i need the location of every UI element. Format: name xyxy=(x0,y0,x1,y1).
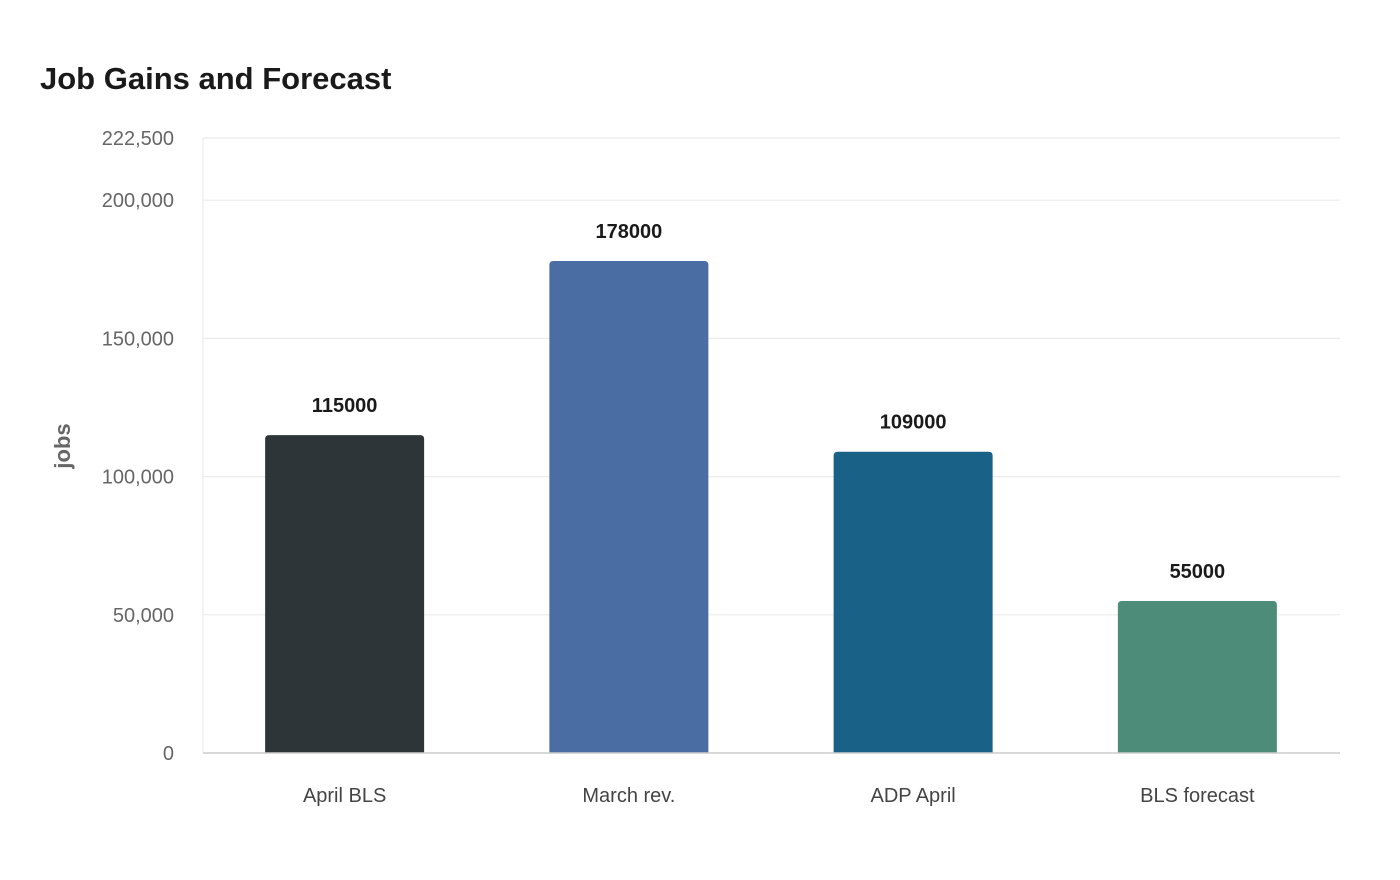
bar-april-bls xyxy=(265,435,425,753)
bar-march-rev xyxy=(549,261,709,753)
x-category-label: ADP April xyxy=(871,785,956,807)
y-tick-label: 150,000 xyxy=(102,328,174,350)
bar-value-label: 109000 xyxy=(880,412,947,434)
category-labels: April BLS March rev. ADP April BLS forecast xyxy=(303,785,1255,807)
y-tick-label: 100,000 xyxy=(102,467,174,489)
x-category-label: BLS forecast xyxy=(1140,785,1255,807)
bar-value-label: 115000 xyxy=(312,395,378,417)
y-axis-ticks: 0 50,000 100,000 150,000 200,000 222,500 xyxy=(102,128,174,765)
x-category-label: March rev. xyxy=(582,785,675,807)
y-tick-label: 200,000 xyxy=(102,190,174,212)
y-tick-label: 50,000 xyxy=(113,605,174,627)
y-tick-label: 222,500 xyxy=(102,128,174,150)
y-axis-title: jobs xyxy=(50,423,75,469)
bars xyxy=(265,261,1277,753)
x-category-label: April BLS xyxy=(303,785,386,807)
bar-adp-april xyxy=(833,451,993,753)
bar-value-label: 55000 xyxy=(1170,561,1226,583)
bar-bls-forecast xyxy=(1117,600,1277,753)
y-tick-label: 0 xyxy=(163,743,174,765)
chart-title: Job Gains and Forecast xyxy=(40,61,392,96)
value-labels: 115000 178000 109000 55000 xyxy=(312,221,1225,583)
bar-value-label: 178000 xyxy=(596,221,663,243)
